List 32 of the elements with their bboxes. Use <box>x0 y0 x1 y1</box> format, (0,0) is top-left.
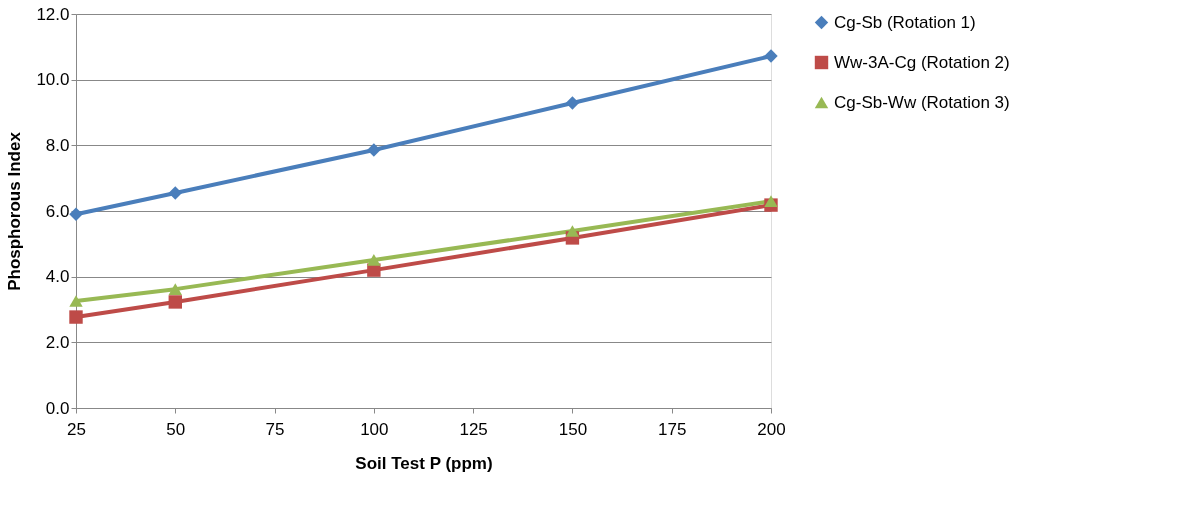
y-tick-label: 10.0 <box>36 70 70 90</box>
point <box>69 207 83 221</box>
y-tick-label: 2.0 <box>45 332 70 352</box>
point <box>565 96 580 110</box>
point <box>69 310 83 324</box>
x-tick-label: 125 <box>459 419 488 439</box>
legend-label: Cg-Sb-Ww (Rotation 3) <box>834 92 1010 112</box>
x-tick-label: 50 <box>166 419 186 439</box>
y-tick-label: 6.0 <box>45 201 70 221</box>
legend-label: Cg-Sb (Rotation 1) <box>834 12 976 32</box>
x-tick-label: 25 <box>67 419 86 439</box>
point <box>69 295 83 307</box>
point <box>168 283 182 295</box>
x-tick-label: 150 <box>558 419 588 439</box>
legend-label: Ww-3A-Cg (Rotation 2) <box>834 52 1010 72</box>
y-tick-label: 8.0 <box>45 135 70 155</box>
y-axis-title: Phosphorous Index <box>5 131 25 291</box>
point <box>168 295 182 309</box>
x-tick-label: 200 <box>757 419 786 439</box>
y-tick-label: 12.0 <box>36 4 70 24</box>
point <box>168 186 182 200</box>
point <box>764 195 778 207</box>
x-tick-label: 100 <box>360 419 389 439</box>
x-tick-label: 175 <box>658 419 687 439</box>
x-axis-title: Soil Test P (ppm) <box>355 453 493 473</box>
point <box>764 49 778 63</box>
x-tick-label: 75 <box>265 419 285 439</box>
y-tick-label: 4.0 <box>45 267 70 287</box>
y-tick-label: 0.0 <box>45 398 70 418</box>
point <box>565 225 580 237</box>
point <box>367 143 381 157</box>
point <box>367 254 381 266</box>
